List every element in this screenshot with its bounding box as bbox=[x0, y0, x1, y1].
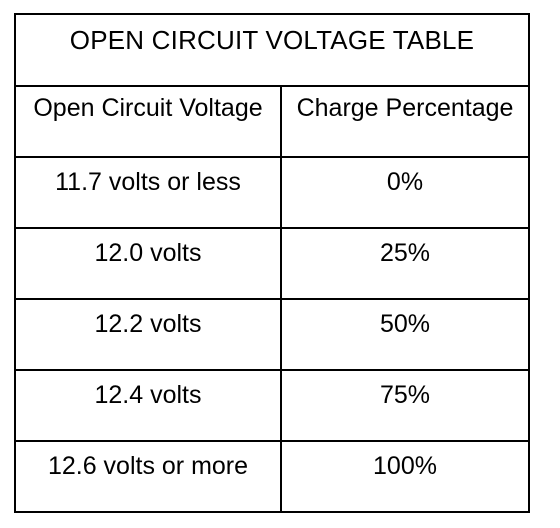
voltage-cell: 12.4 volts bbox=[16, 371, 282, 440]
table-row: 11.7 volts or less 0% bbox=[16, 158, 528, 229]
charge-cell: 0% bbox=[386, 168, 424, 196]
voltage-cell: 12.0 volts bbox=[16, 229, 282, 298]
charge-cell: 75% bbox=[379, 381, 431, 409]
table-row: 12.4 volts 75% bbox=[16, 371, 528, 442]
table-row: 12.2 volts 50% bbox=[16, 300, 528, 371]
voltage-cell: 11.7 volts or less bbox=[16, 158, 282, 227]
charge-cell: 50% bbox=[379, 310, 431, 338]
voltage-table: OPEN CIRCUIT VOLTAGE TABLE Open Circuit … bbox=[14, 13, 530, 513]
header-open-circuit-voltage: Open Circuit Voltage bbox=[16, 87, 282, 156]
table-header-row: Open Circuit Voltage Charge Percentage bbox=[16, 87, 528, 158]
table-row: 12.0 volts 25% bbox=[16, 229, 528, 300]
voltage-cell: 12.6 volts or more bbox=[16, 442, 282, 511]
table-title: OPEN CIRCUIT VOLTAGE TABLE bbox=[16, 15, 528, 87]
charge-cell: 25% bbox=[379, 239, 431, 267]
voltage-cell: 12.2 volts bbox=[16, 300, 282, 369]
header-charge-percentage: Charge Percentage bbox=[296, 94, 514, 122]
charge-cell: 100% bbox=[373, 452, 437, 480]
table-row: 12.6 volts or more 100% bbox=[16, 442, 528, 511]
